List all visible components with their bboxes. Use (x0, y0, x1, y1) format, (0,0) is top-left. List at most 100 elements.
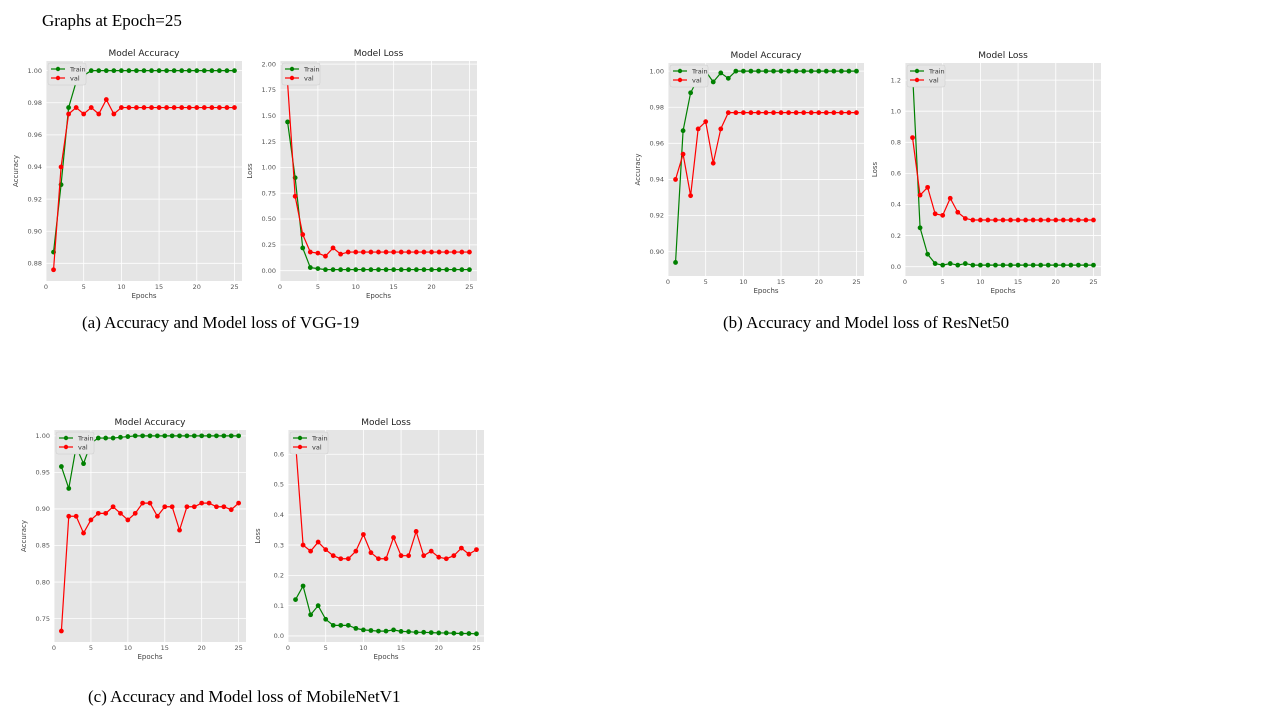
data-point-train (66, 486, 72, 491)
y-tick-label: 0.1 (274, 602, 284, 610)
data-point-val (216, 105, 222, 110)
data-point-train (1023, 262, 1029, 268)
data-point-train (201, 68, 207, 74)
y-tick-label: 0.92 (28, 195, 42, 203)
chart-title: Model Loss (354, 49, 404, 59)
data-point-val (232, 105, 237, 110)
legend-label-train: Train (311, 434, 328, 442)
data-point-val (466, 551, 472, 557)
x-tick-label: 10 (124, 644, 132, 652)
data-point-val (360, 249, 366, 255)
data-point-val (111, 111, 117, 117)
data-point-train (444, 267, 450, 273)
data-point-train (118, 68, 124, 74)
data-point-train (58, 464, 64, 469)
data-point-train (917, 225, 923, 231)
data-point-val (985, 217, 991, 223)
data-point-val (308, 548, 314, 554)
data-point-val (353, 249, 359, 255)
data-point-train (338, 622, 344, 628)
data-point-train (474, 631, 479, 637)
data-point-val (66, 111, 72, 117)
data-point-train (164, 68, 170, 74)
plot-area (668, 63, 864, 276)
data-point-val (391, 535, 396, 540)
data-point-val (429, 249, 434, 255)
data-point-val (368, 249, 374, 255)
y-axis-label: Loss (254, 528, 262, 544)
data-point-train (808, 68, 814, 74)
data-point-val (846, 110, 852, 116)
x-axis-label: Epochs (366, 292, 391, 300)
data-point-train (206, 433, 212, 439)
data-point-train (221, 433, 227, 439)
data-point-train (725, 75, 731, 81)
data-point-val (854, 110, 859, 116)
data-point-train (421, 629, 427, 635)
data-point-val (451, 249, 457, 255)
data-point-val (110, 504, 116, 510)
data-point-train (209, 68, 215, 74)
x-tick-label: 5 (941, 278, 945, 286)
data-point-val (300, 232, 306, 237)
chart-title: Model Accuracy (115, 418, 187, 428)
legend-marker-val (289, 75, 295, 81)
data-point-train (1068, 262, 1074, 268)
data-point-val (96, 111, 102, 117)
data-point-val (413, 529, 419, 534)
data-point-train (103, 68, 109, 74)
data-point-train (103, 435, 109, 441)
y-tick-label: 0.6 (891, 170, 901, 178)
y-tick-label: 1.50 (262, 112, 276, 120)
data-point-val (224, 105, 230, 110)
legend-label-train: Train (691, 67, 708, 75)
legend-marker-train (677, 68, 683, 74)
y-tick-label: 0.6 (274, 450, 284, 458)
data-point-train (186, 68, 192, 74)
y-tick-label: 0.00 (262, 267, 276, 275)
data-point-val (688, 193, 694, 199)
x-axis-label: Epochs (753, 287, 778, 295)
data-point-val (962, 216, 968, 221)
data-point-val (156, 105, 162, 110)
data-point-train (443, 630, 449, 636)
x-tick-label: 10 (359, 644, 367, 652)
y-axis-label: Accuracy (634, 154, 642, 186)
data-point-train (156, 68, 162, 74)
legend-label-train: Train (69, 65, 86, 73)
data-point-train (955, 262, 961, 268)
y-axis-label: Accuracy (20, 520, 28, 552)
data-point-val (413, 249, 419, 255)
y-tick-label: 0.3 (274, 541, 284, 549)
chart-title: Model Accuracy (731, 51, 803, 61)
data-point-train (1015, 262, 1021, 268)
legend-label-val: val (929, 76, 939, 84)
y-tick-label: 0.8 (891, 138, 901, 146)
y-axis-label: Accuracy (12, 155, 20, 187)
data-point-train (111, 68, 117, 74)
data-point-train (228, 433, 234, 439)
data-point-train (307, 265, 313, 270)
data-point-val (993, 217, 998, 223)
data-point-train (315, 266, 321, 272)
y-tick-label: 0.98 (28, 99, 42, 107)
y-tick-label: 0.96 (28, 131, 42, 139)
y-tick-label: 0.2 (274, 572, 284, 580)
y-tick-label: 0.95 (36, 469, 50, 477)
data-point-val (162, 504, 168, 510)
data-point-val (710, 160, 716, 166)
x-tick-label: 15 (390, 283, 398, 291)
data-point-val (955, 209, 961, 215)
data-point-train (1030, 262, 1036, 268)
y-tick-label: 0.80 (36, 578, 50, 586)
data-point-val (125, 517, 131, 523)
data-point-val (740, 110, 746, 116)
y-tick-label: 1.25 (262, 138, 276, 146)
data-point-val (323, 253, 328, 259)
data-point-val (353, 548, 359, 554)
data-point-val (1083, 217, 1089, 223)
data-point-train (285, 119, 290, 125)
data-point-val (103, 97, 109, 102)
data-point-val (421, 553, 427, 559)
y-tick-label: 0.5 (274, 481, 284, 489)
